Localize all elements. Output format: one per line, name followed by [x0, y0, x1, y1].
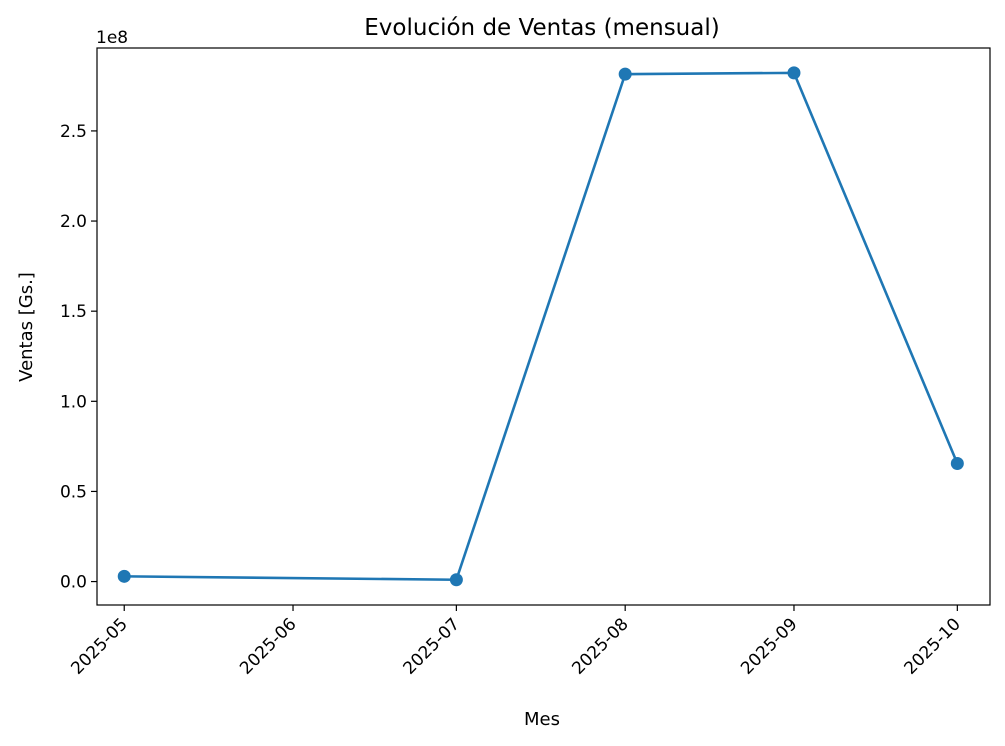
plot-frame: [96, 47, 991, 606]
data-point: [787, 66, 801, 80]
chart-title: Evolución de Ventas (mensual): [364, 15, 719, 41]
y-tick-label: 0.5: [60, 482, 87, 502]
data-point: [950, 456, 964, 470]
x-axis-label: Mes: [524, 709, 560, 730]
y-tick-label: 2.5: [60, 122, 87, 142]
data-point: [618, 67, 632, 81]
y-tick-label: 1.5: [60, 302, 87, 322]
y-axis-offset-label: 1e8: [96, 28, 128, 48]
y-tick-label: 1.0: [60, 392, 87, 412]
data-point: [117, 569, 131, 583]
data-point: [449, 573, 463, 587]
y-tick-label: 2.0: [60, 212, 87, 232]
y-tick-label: 0.0: [60, 573, 87, 593]
y-axis-label: Ventas [Gs.]: [16, 272, 37, 382]
